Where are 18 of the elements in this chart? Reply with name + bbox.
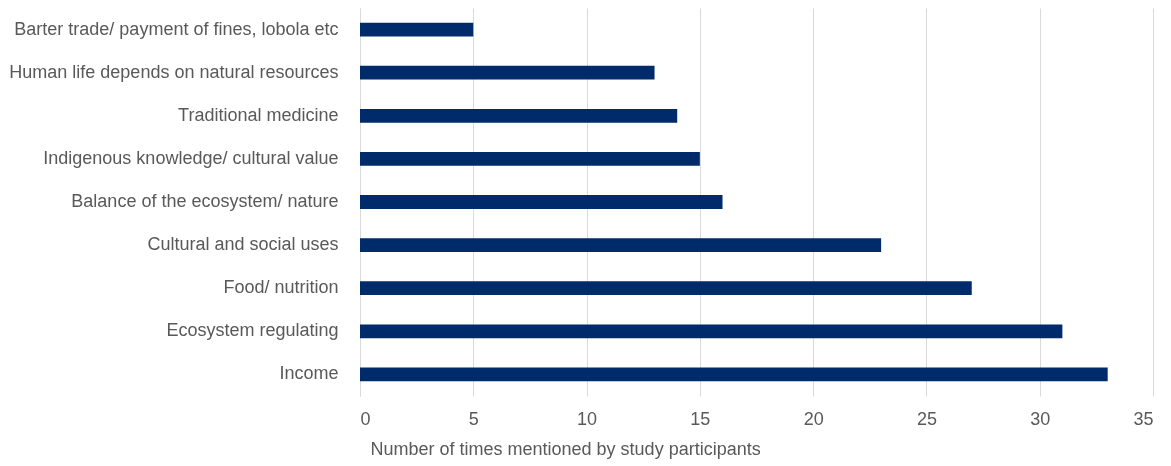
x-tick-label: 10 [577,408,598,429]
y-tick-label: Ecosystem regulating [166,320,339,341]
x-tick-label: 5 [468,408,479,429]
x-tick-label: 20 [803,408,824,429]
y-tick-label: Indigenous knowledge/ cultural value [43,147,339,168]
x-axis-title: Number of times mentioned by study participants [370,438,761,459]
x-tick-label: 0 [360,408,371,429]
y-tick-label: Cultural and social uses [147,234,339,255]
x-tick-label: 35 [1133,408,1154,429]
y-tick-label: Human life depends on natural resources [9,61,339,82]
y-tick-label: Income [279,363,339,384]
x-tick-label: 30 [1030,408,1051,429]
x-tick-label: 15 [690,408,711,429]
y-tick-label: Food/ nutrition [223,277,339,298]
x-tick-label: 25 [916,408,937,429]
y-tick-label: Barter trade/ payment of fines, lobola etc [14,18,339,39]
y-tick-label: Traditional medicine [178,104,339,125]
y-tick-label: Balance of the ecosystem/ nature [71,191,339,211]
